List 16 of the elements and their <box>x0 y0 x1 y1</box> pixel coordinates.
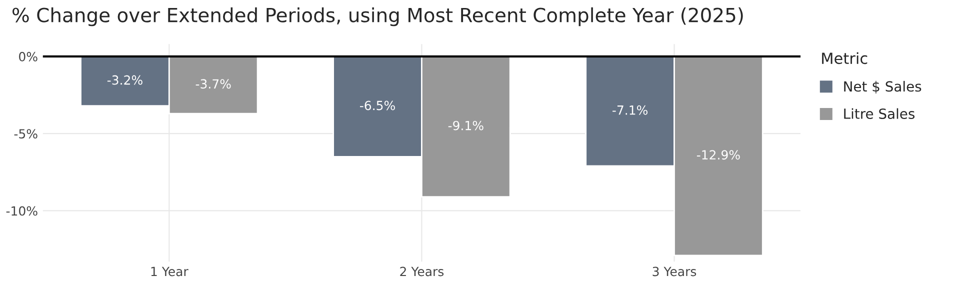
x-tick-label: 3 Years <box>652 266 696 276</box>
y-tick-label: 0% <box>19 52 38 62</box>
data-label: -9.1% <box>448 120 484 130</box>
data-label: -12.9% <box>696 150 740 160</box>
legend-title: Metric <box>822 52 868 64</box>
y-tick-label: -5% <box>14 129 38 139</box>
legend-label: Litre Sales <box>844 108 915 120</box>
legend-label: Net $ Sales <box>844 80 922 94</box>
x-tick-label: 2 Years <box>400 266 444 276</box>
data-label: -6.5% <box>360 100 395 110</box>
x-tick-label: 1 Year <box>151 266 188 276</box>
data-label: -7.1% <box>612 105 648 115</box>
y-tick-label: -10% <box>6 206 38 216</box>
data-label: -3.2% <box>107 75 142 85</box>
data-label: -3.7% <box>196 79 231 89</box>
chart-title: % Change over Extended Periods, using Most Recent Complete Year (2025) <box>12 7 743 26</box>
